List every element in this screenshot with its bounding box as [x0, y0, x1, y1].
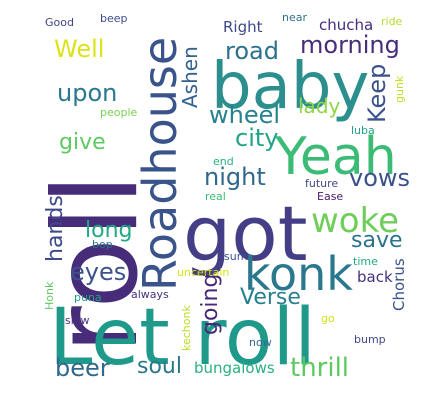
word-vows: vows	[349, 164, 411, 192]
word-ride: ride	[381, 15, 403, 28]
word-baby: baby	[211, 50, 370, 124]
word-keep: Keep	[363, 63, 391, 123]
word-bump: bump	[354, 333, 386, 346]
word-honk: Honk	[43, 281, 56, 310]
word-go: go	[321, 312, 335, 325]
word-lady: lady	[298, 94, 341, 118]
word-back: back	[357, 268, 393, 286]
word-cloud: roll Let roll got baby Yeah Roadhouse ko…	[29, 8, 410, 384]
word-save: save	[351, 228, 403, 253]
word-long: long	[85, 218, 133, 243]
word-verse: Verse	[240, 285, 301, 310]
word-good: Good	[45, 16, 74, 29]
word-night: night	[204, 163, 266, 191]
word-morning: morning	[300, 31, 400, 59]
word-well: Well	[54, 35, 105, 63]
word-luba: luba	[351, 124, 375, 137]
word-ease: Ease	[317, 190, 344, 203]
word-chucha: chucha	[319, 16, 374, 34]
word-sum: sum	[224, 250, 248, 263]
word-city: city	[235, 124, 279, 152]
word-kechonk: kechonk	[180, 305, 193, 351]
word-bop: bop	[92, 238, 113, 251]
word-wheel: wheel	[209, 101, 281, 129]
word-going: going	[198, 273, 223, 335]
word-got: got	[183, 189, 308, 278]
word-road: road	[225, 37, 279, 65]
word-eyes: eyes	[70, 258, 127, 286]
word-people: people	[100, 106, 138, 119]
word-give: give	[59, 130, 106, 155]
word-yeah: Yeah	[275, 127, 397, 187]
word-near: near	[282, 11, 308, 24]
word-chorus: Chorus	[390, 258, 408, 311]
word-beep: beep	[100, 12, 128, 25]
word-future: future	[305, 177, 339, 190]
word-let-roll: Let roll	[49, 293, 316, 383]
word-woke: woke	[311, 201, 400, 241]
word-uncertain: uncertain	[177, 266, 230, 279]
word-real: real	[205, 190, 226, 203]
word-bungalows: bungalows	[194, 359, 275, 377]
word-upon: upon	[57, 79, 118, 107]
word-thrill: thrill	[290, 353, 350, 383]
word-puna: puna	[74, 291, 102, 304]
word-always: always	[131, 288, 169, 301]
word-now: now	[249, 336, 272, 349]
word-ashen: Ashen	[178, 46, 202, 108]
word-end: end	[213, 155, 234, 168]
word-roadhouse: Roadhouse	[133, 36, 187, 291]
word-konk: konk	[244, 247, 353, 301]
word-time: time	[353, 255, 378, 268]
word-hands: hands	[43, 195, 68, 262]
word-gunk: gunk	[393, 75, 406, 103]
word-soul: soul	[137, 354, 182, 379]
word-beer: beer	[55, 354, 110, 382]
word-right: Right	[223, 18, 263, 36]
word-slow: slow	[65, 314, 90, 327]
